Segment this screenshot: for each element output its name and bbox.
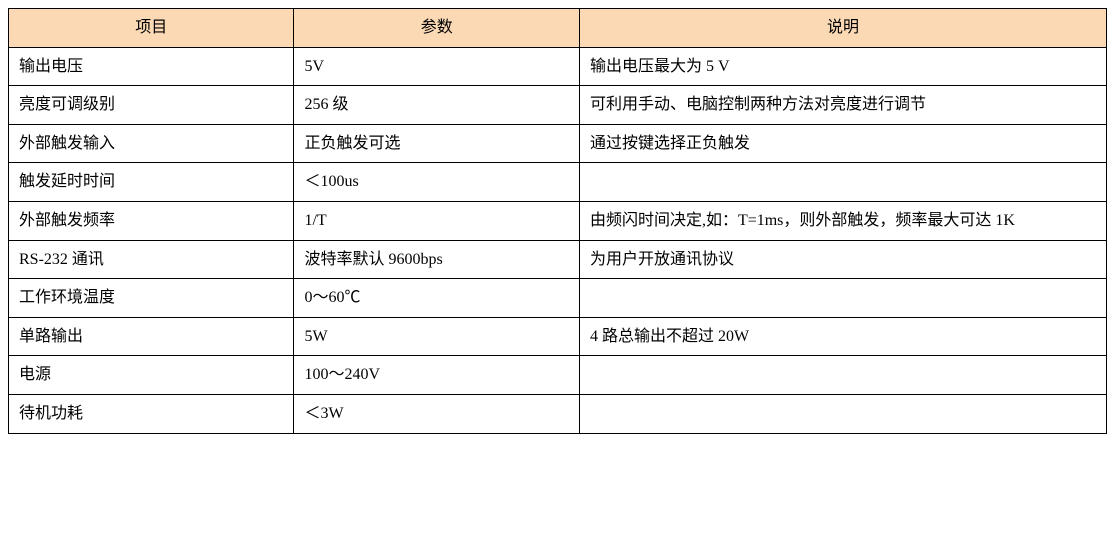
table-row: 外部触发输入 正负触发可选 通过按键选择正负触发 [9, 124, 1107, 163]
table-row: 电源 100～240V [9, 356, 1107, 395]
cell-item: 输出电压 [9, 47, 294, 86]
cell-desc: 通过按键选择正负触发 [579, 124, 1106, 163]
cell-item: 工作环境温度 [9, 279, 294, 318]
col-header-param: 参数 [294, 9, 579, 48]
cell-item: RS-232 通讯 [9, 240, 294, 279]
table-row: 外部触发频率 1/T 由频闪时间决定,如：T=1ms，则外部触发，频率最大可达 … [9, 201, 1107, 240]
spec-table: 项目 参数 说明 输出电压 5V 输出电压最大为 5 V 亮度可调级别 256 … [8, 8, 1107, 434]
cell-item: 外部触发频率 [9, 201, 294, 240]
table-row: 触发延时时间 ＜100us [9, 163, 1107, 202]
cell-item: 待机功耗 [9, 394, 294, 433]
cell-desc [579, 163, 1106, 202]
cell-desc: 输出电压最大为 5 V [579, 47, 1106, 86]
table-row: 输出电压 5V 输出电压最大为 5 V [9, 47, 1107, 86]
cell-item: 触发延时时间 [9, 163, 294, 202]
cell-param: 5W [294, 317, 579, 356]
table-header-row: 项目 参数 说明 [9, 9, 1107, 48]
table-row: RS-232 通讯 波特率默认 9600bps 为用户开放通讯协议 [9, 240, 1107, 279]
cell-param: 100～240V [294, 356, 579, 395]
cell-desc: 由频闪时间决定,如：T=1ms，则外部触发，频率最大可达 1K [579, 201, 1106, 240]
table-row: 工作环境温度 0～60℃ [9, 279, 1107, 318]
cell-param: 正负触发可选 [294, 124, 579, 163]
cell-desc [579, 394, 1106, 433]
cell-desc: 可利用手动、电脑控制两种方法对亮度进行调节 [579, 86, 1106, 125]
cell-item: 亮度可调级别 [9, 86, 294, 125]
cell-param: 波特率默认 9600bps [294, 240, 579, 279]
cell-item: 单路输出 [9, 317, 294, 356]
table-row: 单路输出 5W 4 路总输出不超过 20W [9, 317, 1107, 356]
col-header-desc: 说明 [579, 9, 1106, 48]
cell-desc: 为用户开放通讯协议 [579, 240, 1106, 279]
col-header-item: 项目 [9, 9, 294, 48]
table-row: 待机功耗 ＜3W [9, 394, 1107, 433]
table-row: 亮度可调级别 256 级 可利用手动、电脑控制两种方法对亮度进行调节 [9, 86, 1107, 125]
cell-item: 电源 [9, 356, 294, 395]
cell-param: 5V [294, 47, 579, 86]
cell-param: ＜100us [294, 163, 579, 202]
cell-param: 1/T [294, 201, 579, 240]
cell-param: ＜3W [294, 394, 579, 433]
cell-param: 0～60℃ [294, 279, 579, 318]
cell-desc: 4 路总输出不超过 20W [579, 317, 1106, 356]
cell-param: 256 级 [294, 86, 579, 125]
cell-desc [579, 279, 1106, 318]
cell-item: 外部触发输入 [9, 124, 294, 163]
cell-desc [579, 356, 1106, 395]
